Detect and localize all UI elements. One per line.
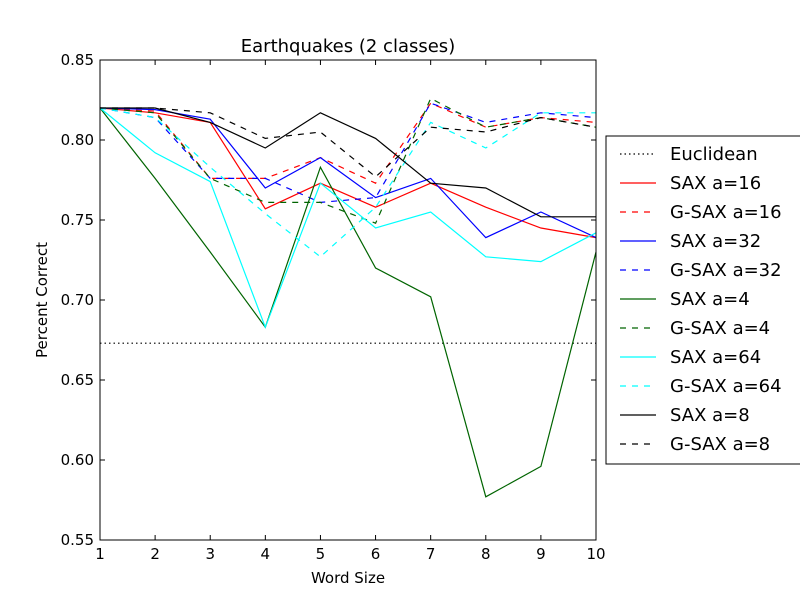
legend-label-sax-a-16: SAX a=16 xyxy=(670,173,761,194)
series-line-g-sax-a-64 xyxy=(99,107,596,258)
x-axis-label: Word Size xyxy=(311,569,385,587)
legend-label-g-sax-a-64: G-SAX a=64 xyxy=(670,376,782,397)
series-line-sax-a-64 xyxy=(99,107,597,329)
x-tick-label: 6 xyxy=(371,545,381,563)
series-line-g-sax-a-16 xyxy=(99,102,597,184)
x-tick-label: 9 xyxy=(536,545,546,563)
y-axis: 0.55 0.60 0.65 0.70 0.75 0.80 0.85 xyxy=(61,51,596,549)
y-tick-label: 0.85 xyxy=(61,51,94,69)
series-line-sax-a-16 xyxy=(99,107,597,239)
y-tick-label: 0.70 xyxy=(61,291,94,309)
x-tick-label: 1 xyxy=(95,545,105,563)
y-tick-label: 0.80 xyxy=(61,131,94,149)
legend-label-sax-a-8: SAX a=8 xyxy=(670,405,750,426)
x-tick-label: 3 xyxy=(205,545,215,563)
x-tick-label: 10 xyxy=(586,545,605,563)
series-line-sax-a-8 xyxy=(100,107,596,218)
y-tick-label: 0.75 xyxy=(61,211,94,229)
legend-label-sax-a-64: SAX a=64 xyxy=(670,347,761,368)
legend-label-euclidean: Euclidean xyxy=(670,144,758,165)
y-tick-label: 0.60 xyxy=(61,451,94,469)
y-tick-label: 0.65 xyxy=(61,371,94,389)
x-axis: 1 2 3 4 5 6 7 8 9 10 xyxy=(95,60,606,563)
legend-label-sax-a-4: SAX a=4 xyxy=(670,289,750,310)
legend-label-g-sax-a-16: G-SAX a=16 xyxy=(670,202,782,223)
legend-label-g-sax-a-32: G-SAX a=32 xyxy=(670,260,782,281)
legend-label-g-sax-a-8: G-SAX a=8 xyxy=(670,434,770,455)
plot-lines xyxy=(99,97,597,498)
legend: Euclidean SAX a=16 G-SAX a=16 SAX a=32 G-SAX… xyxy=(605,135,800,465)
y-axis-label: Percent Correct xyxy=(33,242,51,358)
legend-label-g-sax-a-4: G-SAX a=4 xyxy=(670,318,770,339)
plot-frame xyxy=(99,59,597,541)
legend-label-sax-a-32: SAX a=32 xyxy=(670,231,761,252)
legend-box xyxy=(605,135,800,465)
series-line-sax-a-4 xyxy=(99,107,597,498)
x-tick-label: 7 xyxy=(426,545,436,563)
series-line-g-sax-a-8 xyxy=(100,107,597,178)
series-line-sax-a-32 xyxy=(99,107,597,239)
x-tick-label: 4 xyxy=(261,545,271,563)
series-line-g-sax-a-4 xyxy=(99,97,597,224)
chart-title: Earthquakes (2 classes) xyxy=(241,36,455,57)
series-line-g-sax-a-32 xyxy=(99,102,597,204)
x-tick-label: 2 xyxy=(150,545,160,563)
x-tick-label: 8 xyxy=(481,545,491,563)
y-tick-label: 0.55 xyxy=(61,531,94,549)
x-tick-label: 5 xyxy=(316,545,326,563)
